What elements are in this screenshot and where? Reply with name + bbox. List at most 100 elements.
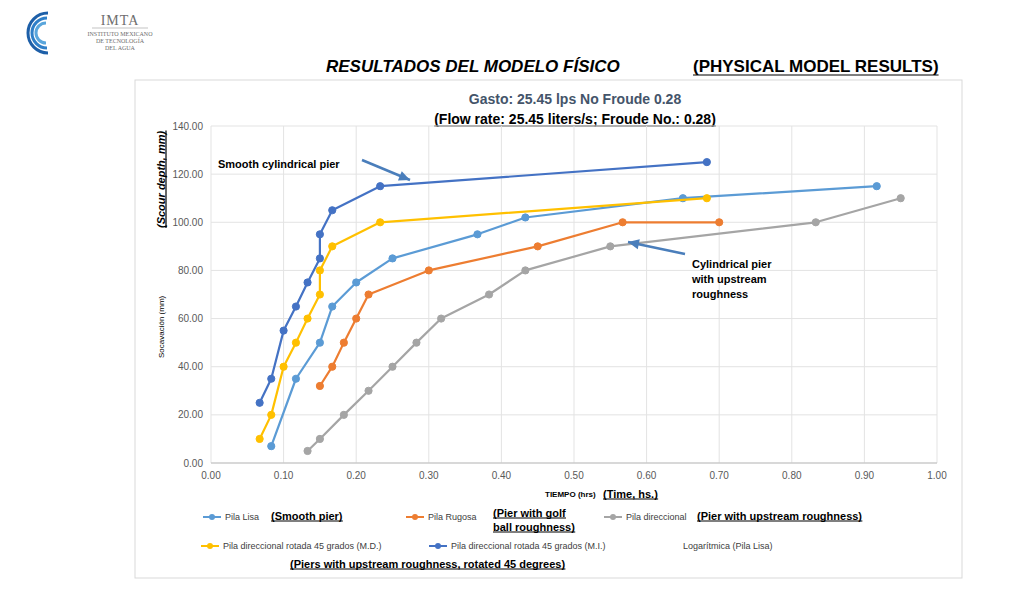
series-marker (329, 363, 336, 370)
series-marker (316, 339, 323, 346)
series-marker (377, 183, 384, 190)
series-marker (292, 339, 299, 346)
series-marker (389, 255, 396, 262)
series-marker (703, 195, 710, 202)
x-tick-label: 0.70 (709, 470, 729, 481)
series-marker (607, 243, 614, 250)
series-marker (256, 435, 263, 442)
series-marker (413, 339, 420, 346)
page-title-en: (PHYSICAL MODEL RESULTS) (693, 57, 939, 76)
annotation-text: with upstream (691, 273, 767, 285)
logo-rule (92, 28, 148, 29)
chart-title: Gasto: 25.45 lps No Froude 0.28 (469, 91, 682, 107)
series-marker (619, 219, 626, 226)
series-marker (304, 447, 311, 454)
legend: Pila Lisa (Smooth pier) Pila Rugosa (Pier w… (201, 507, 862, 570)
grid-line-x (937, 126, 938, 463)
legend-marker (209, 514, 215, 520)
axes: 0.0020.0040.0060.0080.00100.00120.00140.… (172, 121, 947, 482)
series-marker (716, 219, 723, 226)
legend-marker (610, 514, 616, 520)
page: IMTAINSTITUTO MEXICANODE TECNOLOGÍADEL A… (0, 0, 1024, 613)
legend-note: (Smooth pier) (271, 510, 343, 522)
series-marker (329, 243, 336, 250)
logo-text: INSTITUTO MEXICANO (87, 31, 153, 37)
underline (493, 517, 566, 518)
x-tick-label: 1.00 (927, 470, 947, 481)
series-marker (316, 231, 323, 238)
series-marker (329, 207, 336, 214)
underline (603, 498, 658, 499)
y-tick-label: 120.00 (172, 169, 203, 180)
series-marker (438, 315, 445, 322)
series-marker (268, 375, 275, 382)
legend-note: (Pier with upstream roughness) (697, 510, 862, 522)
chart-frame (135, 80, 962, 578)
series-marker (340, 339, 347, 346)
series-marker (316, 291, 323, 298)
series-marker (377, 219, 384, 226)
x-tick-label: 0.00 (201, 470, 221, 481)
series-marker (485, 291, 492, 298)
y-tick-label: 140.00 (172, 121, 203, 132)
series-marker (534, 243, 541, 250)
series-line (260, 198, 707, 439)
series-marker (329, 303, 336, 310)
legend-label: Pila direccional rotada 45 grados (M.I.) (451, 541, 606, 551)
underline (697, 520, 862, 521)
series-marker (268, 443, 275, 450)
logo-title: IMTA (101, 13, 140, 28)
series-marker (292, 303, 299, 310)
legend-note: (Pier with golf (493, 507, 566, 519)
series-marker (365, 291, 372, 298)
logo-arc (28, 13, 48, 53)
x-tick-label: 0.50 (564, 470, 584, 481)
series-marker (873, 183, 880, 190)
grid-line-x (356, 126, 357, 463)
series-marker (703, 159, 710, 166)
annotation-text: Cylindrical pier (692, 258, 772, 270)
legend-label: Pila Rugosa (428, 512, 477, 522)
background (0, 0, 1024, 613)
legend-note: (Piers with upstream roughness, rotated … (290, 558, 565, 570)
series-marker (304, 279, 311, 286)
grid-line-x (646, 126, 647, 463)
series-marker (353, 279, 360, 286)
series-marker (389, 363, 396, 370)
legend-note: ball roughness) (493, 521, 575, 533)
legend-label: Pila direccional rotada 45 grados (M.D.) (223, 541, 382, 551)
y-tick-label: 80.00 (178, 265, 203, 276)
x-tick-label: 0.60 (637, 470, 657, 481)
annotation-arrowhead (398, 171, 410, 180)
series-marker (316, 435, 323, 442)
y-tick-label: 40.00 (178, 361, 203, 372)
x-axis-label-en: (Time, hs.) (603, 488, 658, 500)
series-line (320, 222, 719, 386)
series-marker (316, 267, 323, 274)
legend-label: Pila Lisa (225, 512, 259, 522)
y-axis-label: Socavación (mm) (157, 295, 166, 358)
series-marker (316, 255, 323, 262)
legend-label: Pila direccional (626, 512, 687, 522)
series-marker (268, 411, 275, 418)
y-tick-label: 60.00 (178, 313, 203, 324)
x-axis-line (211, 463, 937, 464)
grid-line-x (574, 126, 575, 463)
y-tick-label: 20.00 (178, 409, 203, 420)
grid-line-y (211, 463, 937, 464)
logo-arc (36, 23, 46, 43)
series-marker (316, 382, 323, 389)
annotation-text: Smooth cylindrical pier (218, 158, 340, 170)
grid-line-x (428, 126, 429, 463)
series-marker (365, 387, 372, 394)
x-tick-label: 0.90 (855, 470, 875, 481)
grid-line-x (864, 126, 865, 463)
legend-marker (435, 543, 441, 549)
x-axis-label: TIEMPO (hrs) (545, 490, 596, 499)
grid-line-x (791, 126, 792, 463)
series-marker (897, 195, 904, 202)
series-line (308, 198, 901, 451)
grid-line-x (211, 126, 212, 463)
series-marker (812, 219, 819, 226)
x-tick-label: 0.20 (346, 470, 366, 481)
